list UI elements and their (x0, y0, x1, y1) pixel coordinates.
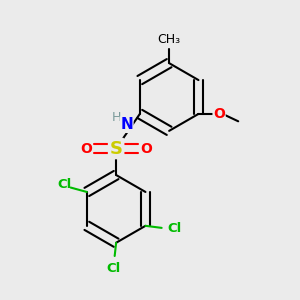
Text: CH₃: CH₃ (158, 33, 181, 46)
Text: Cl: Cl (58, 178, 72, 191)
Text: Cl: Cl (106, 262, 120, 275)
Text: O: O (80, 142, 92, 155)
Text: O: O (213, 107, 225, 121)
Text: N: N (120, 117, 133, 132)
Text: O: O (140, 142, 152, 155)
Text: Cl: Cl (167, 222, 182, 235)
Text: S: S (110, 140, 123, 158)
Text: H: H (112, 112, 121, 124)
